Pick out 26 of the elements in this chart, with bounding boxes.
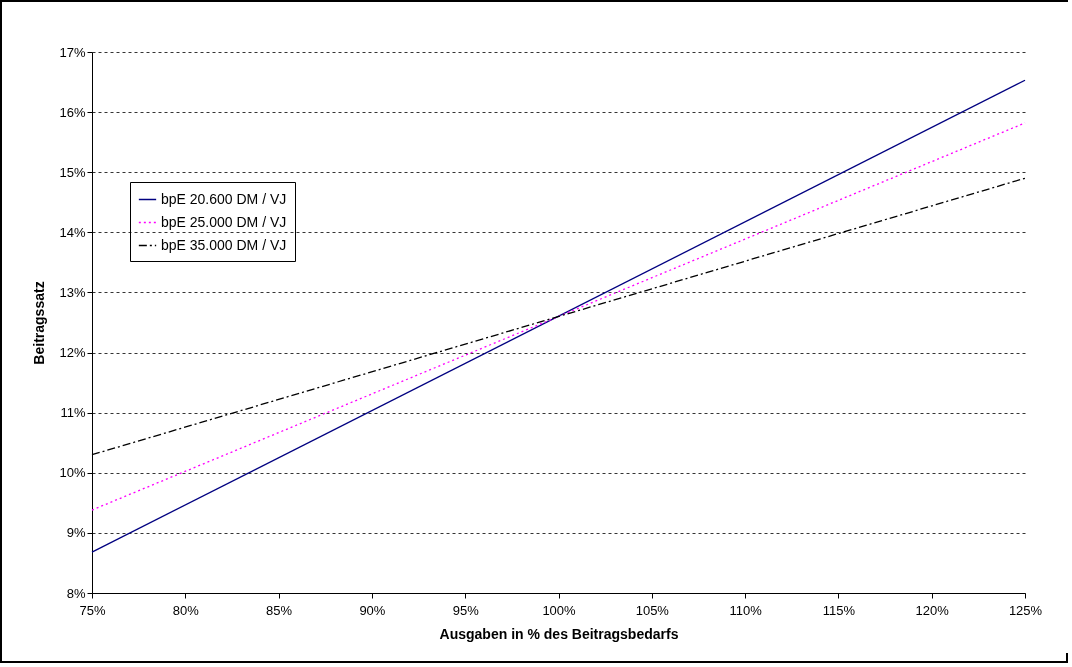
x-tick-label: 120% [915,602,950,618]
x-tick-label: 85% [266,602,293,618]
x-tick-label: 95% [452,602,480,618]
y-tick-label: 12% [59,345,86,361]
x-tick-label: 100% [542,602,577,618]
legend-label: bpE 35.000 DM / VJ [161,236,287,253]
y-tick-label: 13% [59,284,86,300]
y-tick-label: 14% [59,224,86,240]
y-tick-label: 17% [59,44,86,60]
y-tick-label: 9% [66,525,86,541]
y-tick-label: 15% [59,164,86,180]
x-axis-title: Ausgaben in % des Beitragsbedarfs [439,625,679,642]
x-tick-label: 125% [1008,602,1043,618]
y-tick-label: 8% [66,585,86,601]
x-tick-label: 110% [729,602,763,618]
x-tick-label: 90% [359,602,386,618]
y-axis-title: Beitragssatz [31,281,48,365]
x-tick-label: 115% [822,602,856,618]
y-tick-label: 16% [59,104,86,120]
x-tick-label: 75% [79,602,106,618]
y-tick-label: 10% [59,465,86,481]
x-tick-label: 80% [172,602,200,618]
legend-label: bpE 25.000 DM / VJ [161,213,287,230]
legend-label: bpE 20.600 DM / VJ [161,190,287,207]
y-tick-label: 11% [60,405,86,421]
x-tick-label: 105% [635,602,670,618]
